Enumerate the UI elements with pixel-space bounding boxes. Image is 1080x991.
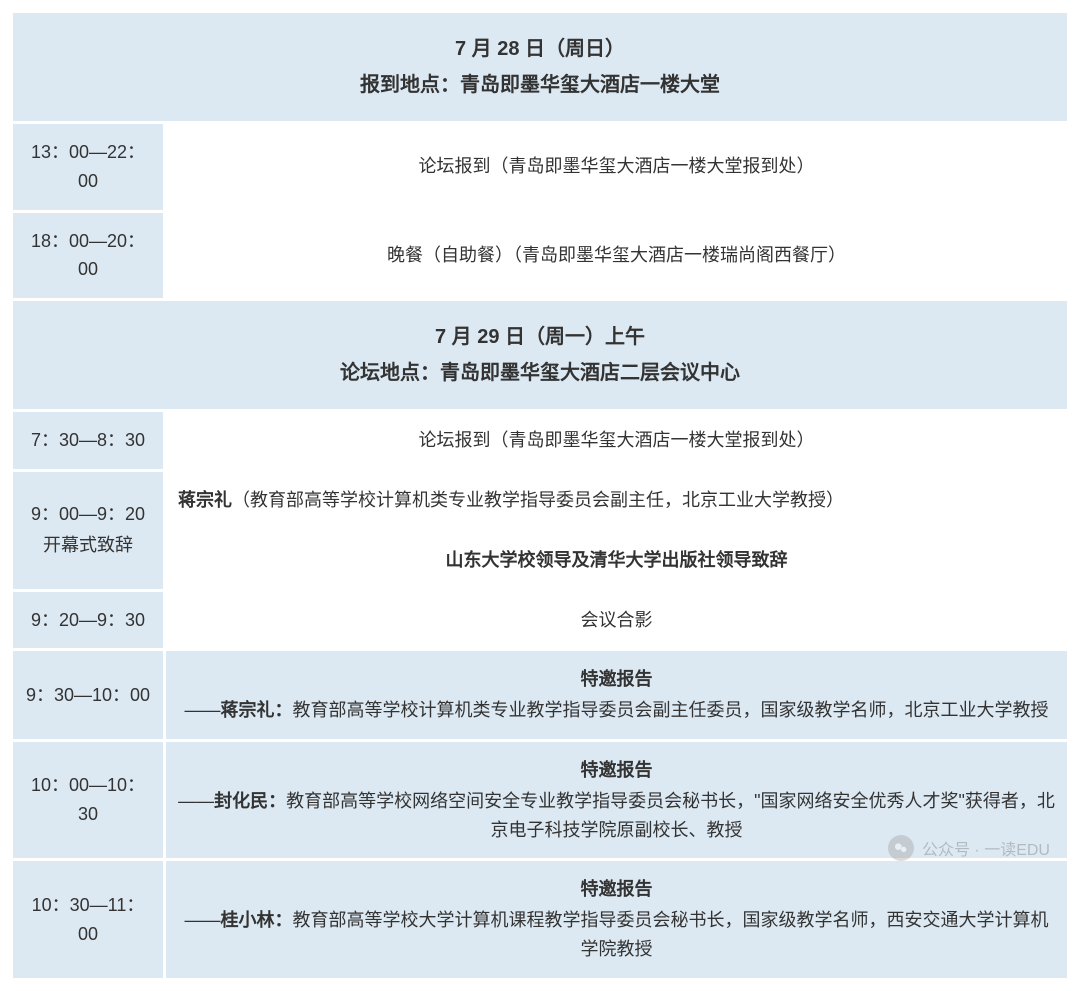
photo-time: 9：20—9：30 [13, 592, 163, 649]
report-body-1: ——封化民：教育部高等学校网络空间安全专业教学指导委员会秘书长，"国家网络安全优… [178, 787, 1055, 845]
opening-row-2: 山东大学校领导及清华大学出版社领导致辞 [13, 532, 1067, 589]
day1-header-line1: 7 月 28 日（周日） [455, 38, 625, 60]
day1-row-0: 13：00—22：00 论坛报到（青岛即墨华玺大酒店一楼大堂报到处） [13, 124, 1067, 210]
opening-time-cell: 9：00—9：20 开幕式致辞 [13, 472, 163, 589]
report-title-2: 特邀报告 [178, 875, 1055, 904]
day2-header: 7 月 29 日（周一）上午 论坛地点：青岛即墨华玺大酒店二层会议中心 [13, 301, 1067, 409]
day1-content-1: 晚餐（自助餐）（青岛即墨华玺大酒店一楼瑞尚阁西餐厅） [166, 213, 1067, 299]
report-time-2: 10：30—11：00 [13, 861, 163, 977]
opening-speaker1: 蒋宗礼（教育部高等学校计算机类专业教学指导委员会副主任，北京工业大学教授） [166, 472, 1067, 529]
opening-speaker2-text: 山东大学校领导及清华大学出版社领导致辞 [446, 550, 788, 570]
report-content-2: 特邀报告 ——桂小林：教育部高等学校大学计算机课程教学指导委员会秘书长，国家级教… [166, 861, 1067, 977]
report-row-2: 10：30—11：00 特邀报告 ——桂小林：教育部高等学校大学计算机课程教学指… [13, 861, 1067, 977]
day1-content-0: 论坛报到（青岛即墨华玺大酒店一楼大堂报到处） [166, 124, 1067, 210]
report-time-0: 9：30—10：00 [13, 651, 163, 739]
report-body-2: ——桂小林：教育部高等学校大学计算机课程教学指导委员会秘书长，国家级教学名师，西… [178, 906, 1055, 964]
opening-time: 9：00—9：20 [31, 504, 145, 524]
day1-row-1: 18：00—20：00 晚餐（自助餐）（青岛即墨华玺大酒店一楼瑞尚阁西餐厅） [13, 213, 1067, 299]
report-content-0: 特邀报告 ——蒋宗礼：教育部高等学校计算机类专业教学指导委员会副主任委员，国家级… [166, 651, 1067, 739]
day2-row1-content: 论坛报到（青岛即墨华玺大酒店一楼大堂报到处） [166, 412, 1067, 469]
day2-row1-time: 7：30—8：30 [13, 412, 163, 469]
report-title-0: 特邀报告 [178, 665, 1055, 694]
day2-header-line1: 7 月 29 日（周一）上午 [435, 326, 645, 348]
day1-header-line2: 报到地点：青岛即墨华玺大酒店一楼大堂 [360, 74, 720, 96]
day1-time-0: 13：00—22：00 [13, 124, 163, 210]
day2-header-row: 7 月 29 日（周一）上午 论坛地点：青岛即墨华玺大酒店二层会议中心 [13, 301, 1067, 409]
opening-row-1: 9：00—9：20 开幕式致辞 蒋宗礼（教育部高等学校计算机类专业教学指导委员会… [13, 472, 1067, 529]
report-title-1: 特邀报告 [178, 756, 1055, 785]
photo-content: 会议合影 [166, 592, 1067, 649]
opening-speaker1-desc: （教育部高等学校计算机类专业教学指导委员会副主任，北京工业大学教授） [232, 490, 844, 510]
report-time-1: 10：00—10：30 [13, 742, 163, 858]
day1-header: 7 月 28 日（周日） 报到地点：青岛即墨华玺大酒店一楼大堂 [13, 13, 1067, 121]
report-content-1: 特邀报告 ——封化民：教育部高等学校网络空间安全专业教学指导委员会秘书长，"国家… [166, 742, 1067, 858]
opening-speaker1-name: 蒋宗礼 [178, 490, 232, 510]
day2-header-line2: 论坛地点：青岛即墨华玺大酒店二层会议中心 [340, 362, 740, 384]
report-row-1: 10：00—10：30 特邀报告 ——封化民：教育部高等学校网络空间安全专业教学… [13, 742, 1067, 858]
report-row-0: 9：30—10：00 特邀报告 ——蒋宗礼：教育部高等学校计算机类专业教学指导委… [13, 651, 1067, 739]
day2-row1: 7：30—8：30 论坛报到（青岛即墨华玺大酒店一楼大堂报到处） [13, 412, 1067, 469]
opening-label: 开幕式致辞 [25, 531, 151, 560]
photo-row: 9：20—9：30 会议合影 [13, 592, 1067, 649]
day1-header-row: 7 月 28 日（周日） 报到地点：青岛即墨华玺大酒店一楼大堂 [13, 13, 1067, 121]
report-body-0: ——蒋宗礼：教育部高等学校计算机类专业教学指导委员会副主任委员，国家级教学名师，… [178, 696, 1055, 725]
day1-time-1: 18：00—20：00 [13, 213, 163, 299]
opening-speaker2: 山东大学校领导及清华大学出版社领导致辞 [166, 532, 1067, 589]
schedule-table: 7 月 28 日（周日） 报到地点：青岛即墨华玺大酒店一楼大堂 13：00—22… [10, 10, 1070, 981]
